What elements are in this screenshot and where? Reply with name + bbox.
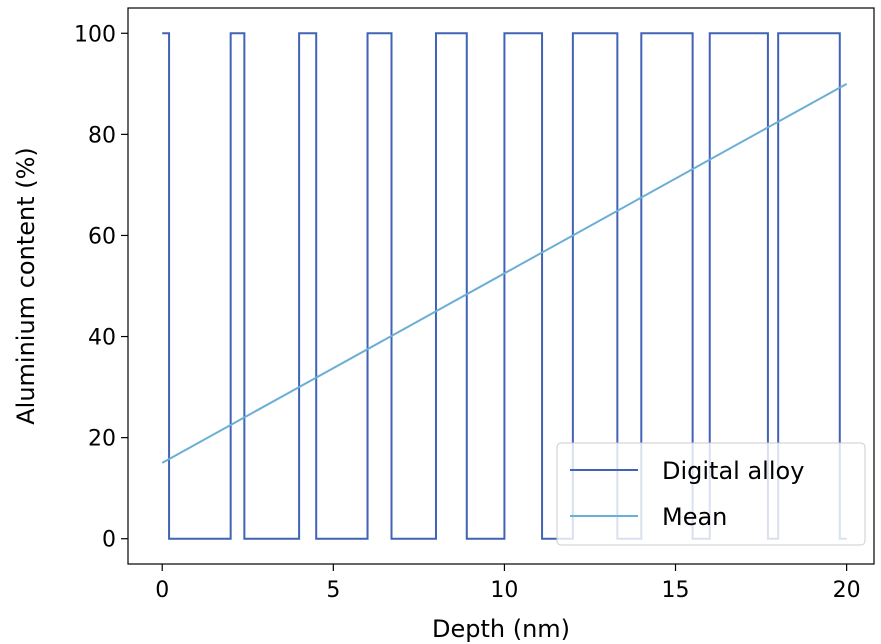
x-tick-label: 15: [662, 578, 690, 603]
legend-label-digital-alloy: Digital alloy: [662, 457, 804, 485]
x-tick-label: 0: [155, 578, 169, 603]
x-tick-label: 5: [326, 578, 340, 603]
y-tick-label: 20: [88, 427, 116, 452]
y-tick-label: 100: [74, 22, 116, 47]
legend-label-mean: Mean: [662, 503, 727, 531]
plot-frame: [127, 7, 875, 565]
legend: Digital alloy Mean: [556, 442, 866, 546]
y-tick-label: 80: [88, 123, 116, 148]
y-tick-label: 60: [88, 224, 116, 249]
x-tick-label: 20: [833, 578, 861, 603]
legend-box: [556, 442, 866, 546]
ticks-layer: 0 5 10 15 20 0 20 40 60 80 100: [74, 22, 861, 603]
x-axis-label: Depth (nm): [432, 615, 570, 643]
y-tick-label: 0: [102, 528, 116, 553]
y-axis-label: Aluminium content (%): [12, 147, 40, 425]
series-line-mean: [161, 82, 848, 464]
x-tick-label: 10: [490, 578, 518, 603]
series-layer: [161, 32, 848, 540]
y-tick-label: 40: [88, 326, 116, 351]
series-line-digital-alloy: [162, 32, 847, 540]
